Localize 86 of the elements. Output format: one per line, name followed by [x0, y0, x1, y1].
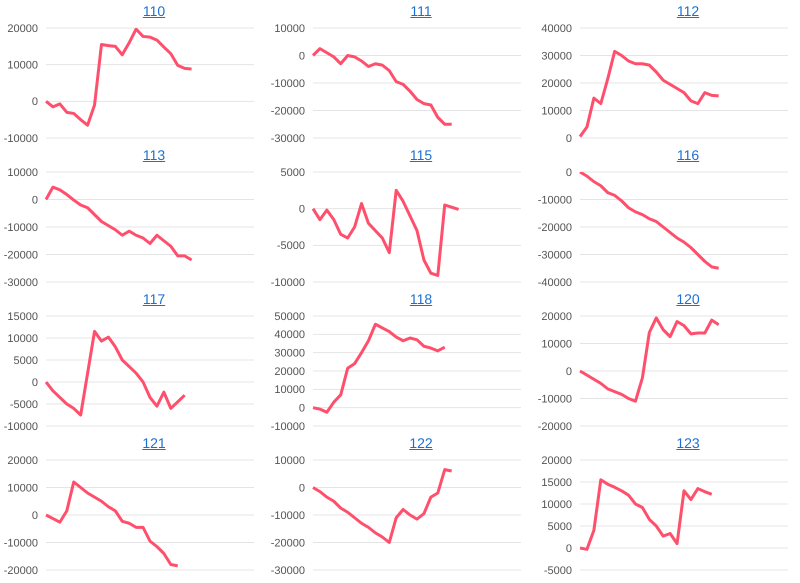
line-series	[44, 330, 186, 416]
y-tick-label: 15000	[541, 476, 572, 489]
line-series	[44, 28, 194, 127]
y-tick-label: 0	[32, 194, 38, 206]
y-tick-label: 20000	[541, 78, 572, 90]
chart-title: 121	[141, 434, 167, 452]
chart-title: 118	[408, 290, 434, 308]
y-tick-label: -10000	[270, 276, 305, 289]
chart-title: 111	[409, 2, 433, 20]
y-tick-label: -10000	[4, 132, 38, 145]
chart-title: 122	[408, 434, 434, 452]
y-tick-label: -10000	[270, 510, 305, 522]
y-tick-label: -10000	[4, 537, 38, 550]
y-tick-label: 20000	[7, 454, 38, 467]
y-tick-label: 0	[32, 376, 38, 389]
y-tick-label: -30000	[538, 249, 572, 262]
y-tick-label: 15000	[7, 310, 38, 323]
y-tick-label: -20000	[4, 249, 38, 262]
y-tick-label: 20000	[541, 310, 572, 323]
y-tick-label: -5000	[544, 564, 572, 577]
y-tick-label: 30000	[274, 348, 305, 360]
y-tick-label: -10000	[270, 78, 305, 90]
line-series	[578, 172, 720, 270]
y-tick-label: 20000	[541, 454, 572, 467]
y-tick-label: 0	[32, 96, 38, 108]
line-series	[44, 186, 194, 262]
y-tick-label: 10000	[7, 332, 38, 345]
y-tick-label: -20000	[4, 564, 38, 577]
y-tick-label: 10000	[274, 22, 305, 35]
line-series	[578, 478, 714, 551]
y-tick-label: -20000	[538, 222, 572, 234]
y-tick-label: 5000	[280, 166, 305, 179]
y-tick-label: 40000	[541, 22, 572, 35]
chart-title: 113	[142, 146, 166, 164]
y-tick-label: -40000	[538, 276, 572, 289]
y-tick-label: 40000	[274, 329, 305, 342]
y-tick-label: -30000	[270, 132, 305, 145]
y-tick-label: 0	[298, 482, 305, 494]
y-tick-label: 0	[298, 402, 305, 415]
y-tick-label: 0	[298, 204, 305, 216]
y-tick-label: -10000	[538, 194, 572, 206]
y-tick-label: 20000	[7, 22, 38, 35]
y-tick-label: 10000	[7, 482, 38, 494]
chart-title: 116	[676, 146, 700, 164]
chart-title: 112	[676, 2, 700, 20]
y-tick-label: -20000	[270, 105, 305, 118]
y-tick-label: 10000	[7, 166, 38, 179]
y-tick-label: -20000	[270, 537, 305, 550]
chart-title: 123	[675, 434, 701, 452]
y-tick-label: 0	[566, 542, 572, 555]
y-tick-label: 20000	[274, 366, 305, 378]
line-series	[44, 480, 180, 568]
line-series	[578, 50, 720, 138]
y-tick-label: 5000	[14, 354, 38, 367]
y-tick-label: 0	[566, 366, 572, 378]
y-tick-label: 10000	[7, 60, 38, 72]
y-tick-label: 50000	[274, 310, 305, 323]
y-tick-label: 0	[32, 510, 38, 522]
y-tick-label: 10000	[541, 338, 572, 350]
line-series	[312, 322, 446, 414]
y-tick-label: -10000	[4, 420, 38, 433]
y-tick-label: 10000	[274, 384, 305, 396]
y-tick-label: 10000	[541, 105, 572, 118]
y-tick-label: 0	[298, 50, 305, 62]
line-series	[312, 47, 454, 126]
y-tick-label: -30000	[270, 564, 305, 577]
y-tick-label: 5000	[548, 520, 572, 533]
line-series	[312, 468, 454, 544]
y-tick-label: -20000	[538, 420, 572, 433]
chart-title: 120	[675, 290, 701, 308]
y-tick-label: 30000	[541, 50, 572, 62]
chart-title: 117	[142, 290, 166, 308]
y-tick-label: -10000	[4, 222, 38, 234]
chart-title: 115	[408, 146, 434, 164]
y-tick-label: -10000	[270, 420, 305, 433]
y-tick-label: -5000	[10, 398, 38, 411]
y-tick-label: 10000	[541, 498, 572, 511]
y-tick-label: 0	[566, 132, 572, 145]
chart-title: 110	[142, 2, 166, 20]
line-series	[312, 188, 460, 277]
y-tick-label: 10000	[274, 454, 305, 467]
y-tick-label: 0	[566, 166, 572, 179]
y-tick-label: -5000	[276, 240, 305, 252]
y-tick-label: -30000	[4, 276, 38, 289]
line-series	[578, 316, 720, 403]
y-tick-label: -10000	[538, 393, 572, 406]
